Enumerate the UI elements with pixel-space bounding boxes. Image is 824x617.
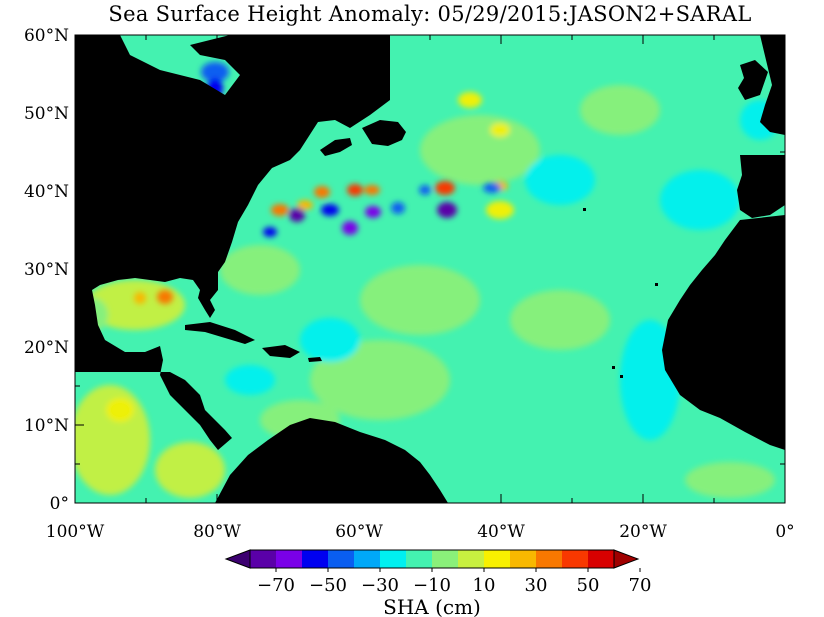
colorbar-swatch — [588, 550, 615, 568]
north-america-landmass — [75, 35, 390, 450]
cold-eddy — [419, 185, 431, 195]
cold-eddy — [321, 204, 339, 216]
colorbar-tick-label: 10 — [473, 575, 496, 596]
y-tick-label: 60°N — [24, 26, 69, 46]
map-title: Sea Surface Height Anomaly: 05/29/2015:J… — [108, 2, 752, 26]
x-tick-label: 100°W — [46, 522, 105, 542]
cool-anomaly-region — [225, 365, 275, 395]
cool-anomaly-region — [300, 318, 360, 362]
island — [583, 208, 586, 211]
cuba-landmass — [185, 322, 255, 344]
colorbar-tick-label: 30 — [525, 575, 548, 596]
nova-scotia-landmass — [320, 138, 352, 156]
colorbar-swatch — [510, 550, 537, 568]
x-tick-label: 80°W — [193, 522, 241, 542]
cold-eddy — [365, 206, 381, 218]
cold-eddy — [289, 208, 305, 222]
y-tick-label: 50°N — [24, 104, 69, 124]
cool-anomaly-region — [660, 170, 740, 230]
hispaniola-landmass — [262, 345, 300, 358]
cold-eddy — [263, 227, 277, 237]
colorbar-title: SHA (cm) — [383, 595, 481, 617]
europe-landmass — [760, 35, 785, 135]
axis-ticks — [74, 34, 786, 504]
cool-anomaly-region — [525, 155, 595, 205]
land-masses — [75, 35, 785, 503]
island — [620, 375, 623, 378]
warm-eddy — [157, 290, 173, 304]
colorbar-tick-label: −70 — [257, 575, 295, 596]
warm-anomaly-region — [458, 92, 482, 108]
greenland-landmass — [310, 35, 360, 48]
y-tick-label: 20°N — [24, 338, 69, 358]
sha-anomaly-field — [75, 85, 780, 498]
axis-labels: 100°W 80°W 60°W 40°W 20°W 0° 0° 10°N 20°N 30°N 40°… — [24, 26, 795, 542]
cold-eddy — [391, 202, 405, 214]
cold-eddy — [201, 62, 229, 82]
warm-anomaly-region — [155, 442, 225, 498]
warm-anomaly-region — [490, 123, 510, 137]
colorbar-tick-label: −30 — [361, 575, 399, 596]
colorbar-under-arrow — [224, 549, 251, 569]
x-tick-label: 60°W — [335, 522, 383, 542]
colorbar-tick-label: −50 — [309, 575, 347, 596]
colorbar: −70 −50 −30 −10 10 30 50 70 SHA (cm) — [224, 549, 652, 617]
warm-anomaly-region — [420, 115, 540, 185]
island — [612, 366, 615, 369]
colorbar-swatch — [328, 550, 355, 568]
warm-eddy — [297, 200, 313, 210]
colorbar-swatch — [562, 550, 589, 568]
warm-eddy — [435, 181, 455, 195]
warm-anomaly-region — [310, 340, 450, 420]
warm-eddy — [134, 292, 146, 304]
iberia-landmass — [737, 155, 785, 218]
newfoundland-landmass — [362, 120, 406, 146]
colorbar-swatch — [406, 550, 433, 568]
cold-eddy — [437, 202, 457, 218]
colorbar-swatch — [276, 550, 303, 568]
africa-landmass — [662, 215, 785, 450]
colorbar-over-arrow — [613, 549, 640, 569]
cold-eddy — [342, 221, 358, 235]
x-tick-label: 40°W — [477, 522, 525, 542]
colorbar-swatch — [458, 550, 485, 568]
colorbar-swatch — [432, 550, 459, 568]
florida-landmass — [198, 290, 215, 318]
warm-anomaly-region — [220, 245, 300, 295]
y-tick-label: 10°N — [24, 416, 69, 436]
colorbar-swatch — [354, 550, 381, 568]
colorbar-tick-label: 50 — [577, 575, 600, 596]
colorbar-tick-label: −10 — [413, 575, 451, 596]
warm-anomaly-region — [580, 85, 660, 135]
warm-eddy — [347, 184, 363, 196]
warm-anomaly-region — [75, 385, 150, 495]
map-area — [75, 35, 785, 503]
warm-anomaly-region — [685, 462, 775, 498]
warm-eddy — [364, 185, 380, 195]
warm-eddy — [271, 204, 289, 216]
warm-anomaly-region — [106, 398, 134, 422]
x-tick-label: 20°W — [619, 522, 667, 542]
colorbar-tick-label: 70 — [629, 575, 652, 596]
colorbar-swatch — [380, 550, 407, 568]
y-tick-label: 40°N — [24, 182, 69, 202]
puerto-rico-landmass — [308, 357, 322, 362]
colorbar-swatch — [250, 550, 277, 568]
colorbar-swatch — [484, 550, 511, 568]
gulf-stream-eddies — [134, 62, 508, 304]
colorbar-swatch — [302, 550, 329, 568]
warm-anomaly-region — [510, 290, 610, 350]
island — [655, 283, 658, 286]
y-tick-label: 0° — [50, 494, 69, 514]
x-tick-label: 0° — [775, 522, 794, 542]
british-isles-landmass — [738, 60, 768, 100]
warm-anomaly-region — [360, 265, 480, 335]
y-tick-label: 30°N — [24, 260, 69, 280]
south-america-landmass — [215, 418, 448, 503]
colorbar-swatch — [536, 550, 563, 568]
warm-eddy — [314, 186, 330, 198]
warm-anomaly-region — [486, 201, 514, 219]
cold-eddy — [483, 183, 501, 193]
